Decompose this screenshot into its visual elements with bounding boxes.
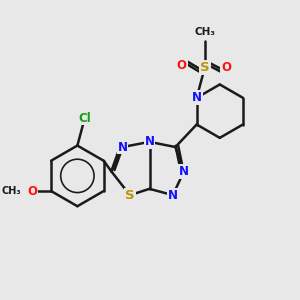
Text: Cl: Cl (78, 112, 91, 124)
Text: CH₃: CH₃ (194, 27, 215, 37)
Text: S: S (125, 189, 135, 202)
Text: N: N (145, 135, 154, 148)
Text: N: N (118, 140, 128, 154)
Text: N: N (192, 91, 202, 104)
Text: CH₃: CH₃ (2, 186, 21, 196)
Text: O: O (27, 184, 37, 198)
Text: N: N (179, 165, 189, 178)
Text: S: S (200, 61, 210, 74)
Text: N: N (168, 189, 178, 202)
Text: O: O (177, 59, 187, 72)
Text: O: O (221, 61, 231, 74)
